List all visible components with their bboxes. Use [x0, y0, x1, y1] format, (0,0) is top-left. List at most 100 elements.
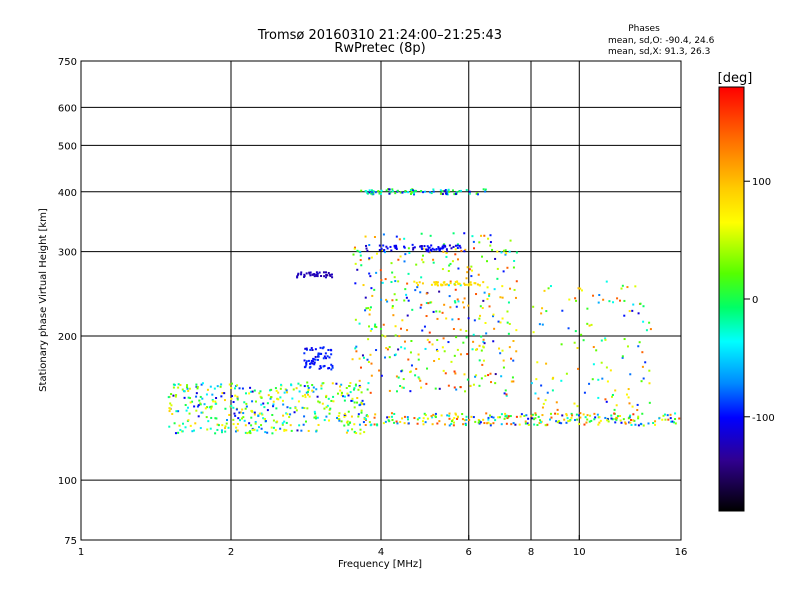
phase-point: [502, 249, 505, 252]
phase-point: [398, 335, 401, 338]
phase-point: [554, 412, 557, 415]
phase-point: [325, 415, 328, 418]
phase-point: [406, 416, 409, 419]
phase-point: [403, 415, 406, 418]
phase-point: [184, 426, 187, 429]
phase-point: [629, 373, 632, 376]
phase-point: [378, 244, 381, 247]
phase-point: [172, 386, 175, 389]
phase-point: [432, 188, 435, 191]
phase-point: [263, 406, 266, 409]
phase-point: [317, 423, 320, 426]
phase-point: [649, 328, 652, 331]
phase-point: [629, 421, 632, 424]
phase-point: [611, 395, 614, 398]
phase-point: [445, 283, 448, 286]
phase-point: [470, 275, 473, 278]
phase-point: [232, 406, 235, 409]
phase-point: [441, 190, 444, 193]
phase-point: [615, 404, 618, 407]
phase-point: [434, 415, 437, 418]
phase-point: [379, 269, 382, 272]
phase-point: [253, 428, 256, 431]
phase-point: [224, 430, 227, 433]
phase-point: [399, 255, 402, 258]
phase-point: [404, 253, 407, 256]
phase-point: [532, 305, 535, 308]
phase-point: [429, 234, 432, 237]
phase-point: [484, 374, 487, 377]
phase-point: [664, 418, 667, 421]
colorbar-tick-label: 100: [752, 177, 771, 188]
phase-point: [182, 422, 185, 425]
phase-point: [671, 420, 674, 423]
phase-point: [509, 415, 512, 418]
phase-point: [310, 347, 313, 350]
phase-point: [466, 378, 469, 381]
phase-point: [232, 423, 235, 426]
phase-point: [454, 288, 457, 291]
phase-point: [303, 274, 306, 277]
phase-point: [403, 245, 406, 248]
phase-point: [366, 249, 369, 252]
phase-point: [357, 413, 360, 416]
phase-point: [669, 417, 672, 420]
phase-point: [599, 419, 602, 422]
phase-point: [482, 345, 485, 348]
phase-point: [305, 391, 308, 394]
phase-point: [365, 247, 368, 250]
phase-point: [473, 247, 476, 250]
phase-point: [363, 417, 366, 420]
phase-point: [320, 384, 323, 387]
phase-point: [366, 415, 369, 418]
phase-point: [568, 419, 571, 422]
phase-point: [434, 387, 437, 390]
phase-point: [297, 400, 300, 403]
phase-point: [281, 423, 284, 426]
phase-point: [307, 359, 310, 362]
phase-point: [297, 272, 300, 275]
phase-point: [243, 419, 246, 422]
phase-point: [611, 418, 614, 421]
phase-point: [427, 250, 430, 253]
phase-point: [444, 189, 447, 192]
phase-point: [503, 417, 506, 420]
phase-point: [580, 333, 583, 336]
phase-point: [410, 339, 413, 342]
phase-point: [221, 392, 224, 395]
phase-point: [663, 413, 666, 416]
phase-point: [386, 348, 389, 351]
phase-point: [435, 310, 438, 313]
phase-point: [193, 405, 196, 408]
phase-point: [598, 421, 601, 424]
phase-point: [444, 245, 447, 248]
phase-point: [259, 390, 262, 393]
phase-point: [398, 238, 401, 241]
phase-point: [537, 397, 540, 400]
phase-point: [463, 283, 466, 286]
phase-point: [368, 191, 371, 194]
phase-point: [420, 232, 423, 235]
phase-point: [453, 370, 456, 373]
phase-point: [292, 388, 295, 391]
phase-point: [327, 397, 330, 400]
phase-point: [347, 410, 350, 413]
phase-point: [307, 386, 310, 389]
phase-point: [549, 418, 552, 421]
phase-point: [592, 294, 595, 297]
phase-point: [299, 384, 302, 387]
phase-point: [606, 380, 609, 383]
phase-point: [476, 283, 479, 286]
phase-point: [251, 427, 254, 430]
phase-point: [269, 397, 272, 400]
phase-point: [175, 394, 178, 397]
phase-point: [470, 283, 473, 286]
phase-point: [489, 244, 492, 247]
phase-point: [453, 417, 456, 420]
phase-point: [621, 356, 624, 359]
phase-point: [441, 193, 444, 196]
phase-point: [199, 427, 202, 430]
phase-point: [605, 280, 608, 283]
phase-point: [431, 343, 434, 346]
phase-point: [634, 423, 637, 426]
